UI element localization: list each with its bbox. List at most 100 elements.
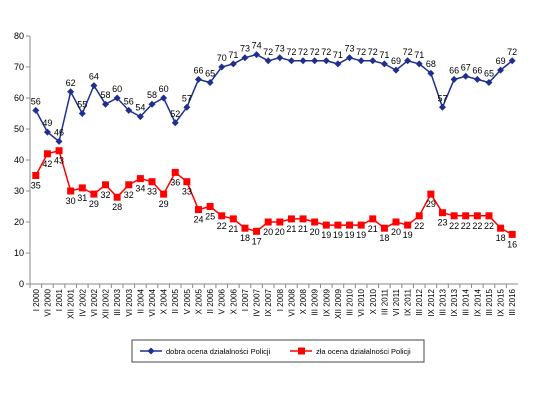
marker [322, 57, 330, 65]
data-label: 21 [286, 224, 296, 234]
data-label: 33 [147, 187, 157, 197]
marker [450, 75, 458, 83]
data-label: 71 [414, 50, 424, 60]
marker [380, 224, 388, 232]
legend-marker [298, 347, 305, 355]
data-label: 72 [507, 47, 517, 57]
marker [508, 230, 516, 238]
x-tick-label: X 2008 [299, 288, 308, 314]
marker [369, 57, 377, 65]
x-tick-label: IX 2007 [264, 288, 273, 316]
data-label: 58 [147, 90, 157, 100]
data-label: 18 [379, 233, 389, 243]
x-tick-label: III 2014 [462, 288, 471, 315]
marker [67, 187, 75, 195]
x-tick-label: VI 2000 [43, 288, 52, 316]
data-label: 72 [356, 47, 366, 57]
marker [311, 57, 319, 65]
x-tick-label: IV 2007 [253, 288, 262, 316]
data-label: 72 [403, 47, 413, 57]
x-tick-label: V 2006 [218, 288, 227, 314]
marker [287, 215, 295, 223]
marker [183, 178, 191, 186]
data-label: 18 [496, 233, 506, 243]
x-tick-label: I 2001 [55, 288, 64, 311]
data-label: 72 [298, 47, 308, 57]
data-label: 73 [275, 44, 285, 54]
data-label: 66 [472, 65, 482, 75]
marker [148, 178, 156, 186]
data-label: 19 [345, 230, 355, 240]
marker [334, 60, 342, 68]
marker [473, 212, 481, 220]
data-label: 20 [310, 227, 320, 237]
x-tick-label: V 2005 [183, 288, 192, 314]
x-tick-label: I 2000 [32, 288, 41, 311]
x-tick-label: III 2015 [485, 288, 494, 315]
marker [241, 54, 249, 62]
data-label: 22 [414, 221, 424, 231]
y-tick-label: 80 [14, 31, 24, 41]
marker [113, 94, 121, 102]
x-tick-label: X 2010 [369, 288, 378, 314]
x-tick-label: III 2009 [311, 288, 320, 315]
data-label: 24 [193, 215, 203, 225]
data-label: 29 [426, 199, 436, 209]
data-label: 29 [159, 199, 169, 209]
data-label: 49 [42, 118, 52, 128]
marker [404, 221, 412, 229]
marker [253, 227, 261, 235]
marker [160, 190, 168, 198]
x-tick-label: VI 2010 [357, 288, 366, 316]
data-label: 65 [205, 69, 215, 79]
marker [427, 69, 435, 77]
marker [264, 57, 272, 65]
data-label: 43 [54, 156, 64, 166]
data-label: 65 [484, 69, 494, 79]
marker [357, 57, 365, 65]
x-tick-label: IX 2012 [427, 288, 436, 316]
x-tick-label: III 2016 [508, 288, 517, 315]
x-tick-label: I 2008 [276, 288, 285, 311]
marker [43, 150, 51, 158]
data-label: 72 [263, 47, 273, 57]
data-label: 57 [437, 93, 447, 103]
data-label: 29 [89, 199, 99, 209]
data-label: 55 [77, 100, 87, 110]
y-tick-label: 60 [14, 93, 24, 103]
x-tick-label: VI 2011 [392, 288, 401, 316]
data-label: 20 [391, 227, 401, 237]
marker [78, 110, 86, 117]
x-tick-label: XII 2002 [102, 288, 111, 318]
marker [206, 79, 214, 86]
data-label: 20 [263, 227, 273, 237]
x-tick-label: X 2006 [229, 288, 238, 314]
marker [229, 60, 237, 68]
marker [392, 218, 400, 226]
x-tick-label: II 2004 [136, 288, 145, 313]
y-tick-label: 30 [14, 186, 24, 196]
x-tick-label: III 2012 [415, 288, 424, 315]
x-tick-label: X 2005 [194, 288, 203, 314]
marker [346, 54, 354, 62]
x-tick-label: XII 2009 [334, 288, 343, 318]
x-tick-label: VI 2002 [90, 288, 99, 316]
legend-label: dobra ocena działalności Policji [166, 347, 271, 356]
marker [160, 94, 168, 102]
marker [276, 218, 284, 226]
marker [43, 128, 51, 136]
marker [311, 218, 319, 226]
marker [78, 184, 86, 192]
data-label: 22 [461, 221, 471, 231]
marker [415, 212, 423, 220]
y-tick-label: 20 [14, 217, 24, 227]
data-label: 22 [484, 221, 494, 231]
marker [264, 218, 272, 226]
data-label: 73 [345, 44, 355, 54]
data-label: 60 [159, 84, 169, 94]
marker [508, 57, 516, 65]
marker [497, 224, 505, 232]
marker [148, 100, 156, 108]
x-tick-label: III 2010 [346, 288, 355, 315]
